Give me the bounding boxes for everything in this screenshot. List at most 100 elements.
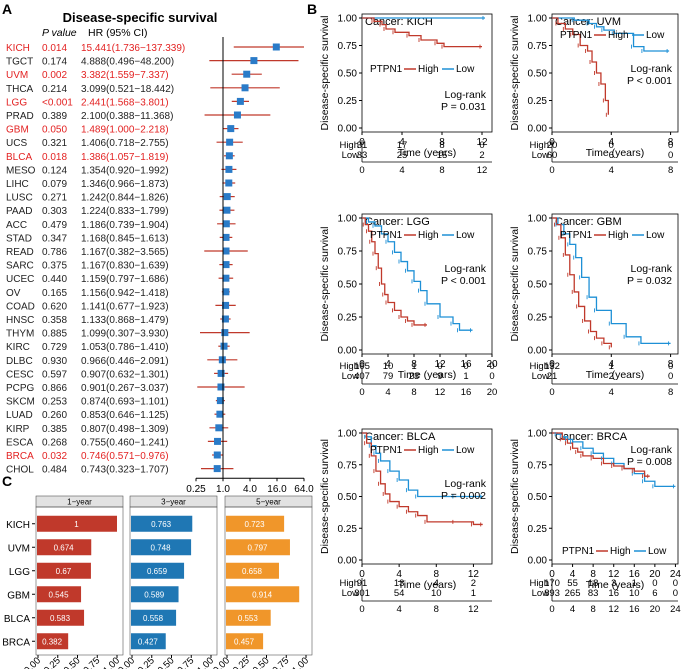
km-risk-high-count: 0 — [652, 578, 657, 589]
km-risk-x-tick-label: 4 — [385, 387, 390, 398]
bar-value-label: 0.658 — [242, 567, 263, 576]
bar-mark — [37, 539, 92, 556]
km-y-axis-label: Disease-specific survival — [319, 227, 331, 342]
bar-panel-strip-label: 5−year — [256, 498, 281, 507]
forest-row-pvalue: 0.260 — [42, 410, 67, 421]
km-curve-low — [362, 432, 483, 498]
km-risk-low-count: 33 — [357, 150, 368, 161]
km-risk-low-count: 10 — [431, 588, 442, 599]
km-risk-x-tick-label: 16 — [461, 387, 472, 398]
km-logrank-label: Log-rank — [445, 263, 487, 275]
km-risk-x-tick-label: 0 — [549, 604, 554, 615]
forest-hr-marker — [222, 247, 230, 255]
km-risk-high-count: 55 — [567, 578, 578, 589]
forest-row-cancer: LUSC — [6, 193, 33, 204]
km-risk-low-count: 0 — [673, 588, 678, 599]
bar-category-label: LGG — [9, 567, 30, 578]
forest-row-pvalue: 0.479 — [42, 220, 67, 231]
forest-row-cancer: THCA — [6, 84, 34, 95]
forest-row-pvalue: <0.001 — [42, 97, 73, 108]
bar-panel-strip-label: 3−year — [161, 498, 186, 507]
forest-row-hr-text: 1.168(0.845−1.613) — [81, 233, 169, 244]
km-risk-low-count: 6 — [652, 588, 657, 599]
km-risk-high-count: 17 — [397, 140, 408, 151]
bar-panel: 1−year10.6740.670.5450.5830.3820.000.250… — [22, 495, 124, 669]
km-y-tick-label: 0.25 — [338, 313, 358, 324]
km-y-tick-label: 0.50 — [528, 280, 548, 291]
panel-b-label: B — [307, 1, 317, 17]
forest-row-hr-text: 4.888(0.496−48.200) — [81, 57, 174, 68]
forest-title: Disease-specific survival — [63, 10, 218, 25]
forest-row-cancer: LGG — [6, 97, 27, 108]
forest-x-tick-label: 64.0 — [294, 484, 314, 495]
km-risk-high-label: High — [529, 578, 549, 589]
km-risk-low-count: 2 — [479, 150, 484, 161]
forest-row-pvalue: 0.885 — [42, 329, 67, 340]
km-y-tick-label: 0.50 — [338, 69, 358, 80]
km-x-tick-label: 20 — [486, 359, 498, 370]
forest-row-cancer: SKCM — [6, 397, 35, 408]
bar-mark — [131, 586, 179, 603]
km-y-tick-label: 0.25 — [338, 524, 358, 535]
km-risk-x-tick-label: 12 — [477, 165, 488, 176]
km-risk-high-count: 2 — [471, 578, 476, 589]
forest-row-hr-text: 2.441(1.568−3.801) — [81, 97, 169, 108]
km-legend-high-label: High — [608, 230, 629, 241]
forest-row-hr-text: 1.489(1.000−2.218) — [81, 125, 169, 136]
km-y-axis-label: Disease-specific survival — [509, 16, 521, 131]
forest-hr-marker — [218, 356, 226, 364]
forest-row-hr-text: 0.907(0.632−1.301) — [81, 369, 169, 380]
km-logrank-pvalue: P = 0.008 — [627, 456, 672, 468]
forest-row-hr-text: 1.354(0.920−1.992) — [81, 165, 169, 176]
forest-row-pvalue: 0.018 — [42, 152, 67, 163]
forest-row-hr-text: 0.901(0.267−3.037) — [81, 383, 169, 394]
bar-panel: 5−year0.7230.7970.6580.9140.5530.4570.00… — [211, 495, 313, 669]
forest-hr-marker — [233, 111, 241, 119]
km-risk-x-tick-label: 20 — [487, 387, 498, 398]
km-legend-high-label: High — [418, 230, 439, 241]
km-risk-x-tick-label: 4 — [609, 165, 614, 176]
bar-value-label: 0.558 — [143, 614, 164, 623]
km-legend: PTPN1 High Low — [562, 546, 667, 557]
bar-category-label: KICH — [6, 520, 30, 531]
bar-mark — [37, 515, 117, 532]
bar-category-label: BLCA — [4, 614, 30, 625]
forest-row-pvalue: 0.440 — [42, 274, 67, 285]
km-risk-high-count: 105 — [354, 361, 370, 372]
bar-value-label: 0.674 — [54, 543, 75, 552]
bar-mark — [37, 586, 82, 603]
km-x-tick-label: 4 — [609, 359, 615, 370]
bar-value-label: 0.797 — [247, 543, 268, 552]
forest-row-pvalue: 0.389 — [42, 111, 67, 122]
km-risk-x-tick-label: 12 — [468, 604, 479, 615]
forest-row-pvalue: 0.930 — [42, 356, 67, 367]
km-legend-title: PTPN1 — [560, 30, 593, 41]
forest-row-hr-text: 1.099(0.307−3.930) — [81, 329, 169, 340]
forest-row-cancer: PCPG — [6, 383, 35, 394]
forest-row-pvalue: 0.032 — [42, 451, 67, 462]
km-y-tick-label: 1.00 — [528, 214, 548, 225]
bar-category-label: UVM — [8, 543, 30, 554]
km-y-axis-label: Disease-specific survival — [509, 227, 521, 342]
km-y-tick-label: 1.00 — [338, 14, 358, 25]
km-curve-high — [552, 17, 609, 115]
km-risk-x-tick-label: 20 — [650, 604, 661, 615]
km-risk-low-count: 265 — [565, 588, 581, 599]
km-risk-high-count: 1 — [609, 361, 614, 372]
km-legend-title: PTPN1 — [370, 230, 403, 241]
bar-mark — [131, 609, 177, 626]
km-y-tick-label: 0.75 — [338, 247, 358, 258]
forest-row-hr-text: 15.441(1.736−137.339) — [81, 43, 185, 54]
forest-row-cancer: MESO — [6, 165, 36, 176]
forest-row-cancer: THYM — [6, 329, 34, 340]
forest-row-cancer: KICH — [6, 43, 30, 54]
km-legend-low-label: Low — [456, 230, 475, 241]
km-y-tick-label: 0.00 — [338, 346, 358, 357]
km-title: Cancer: LGG — [365, 216, 430, 228]
km-risk-low-count: 407 — [354, 371, 370, 382]
forest-row-hr-text: 1.141(0.677−1.923) — [81, 301, 169, 312]
km-logrank-pvalue: P < 0.001 — [627, 75, 672, 87]
